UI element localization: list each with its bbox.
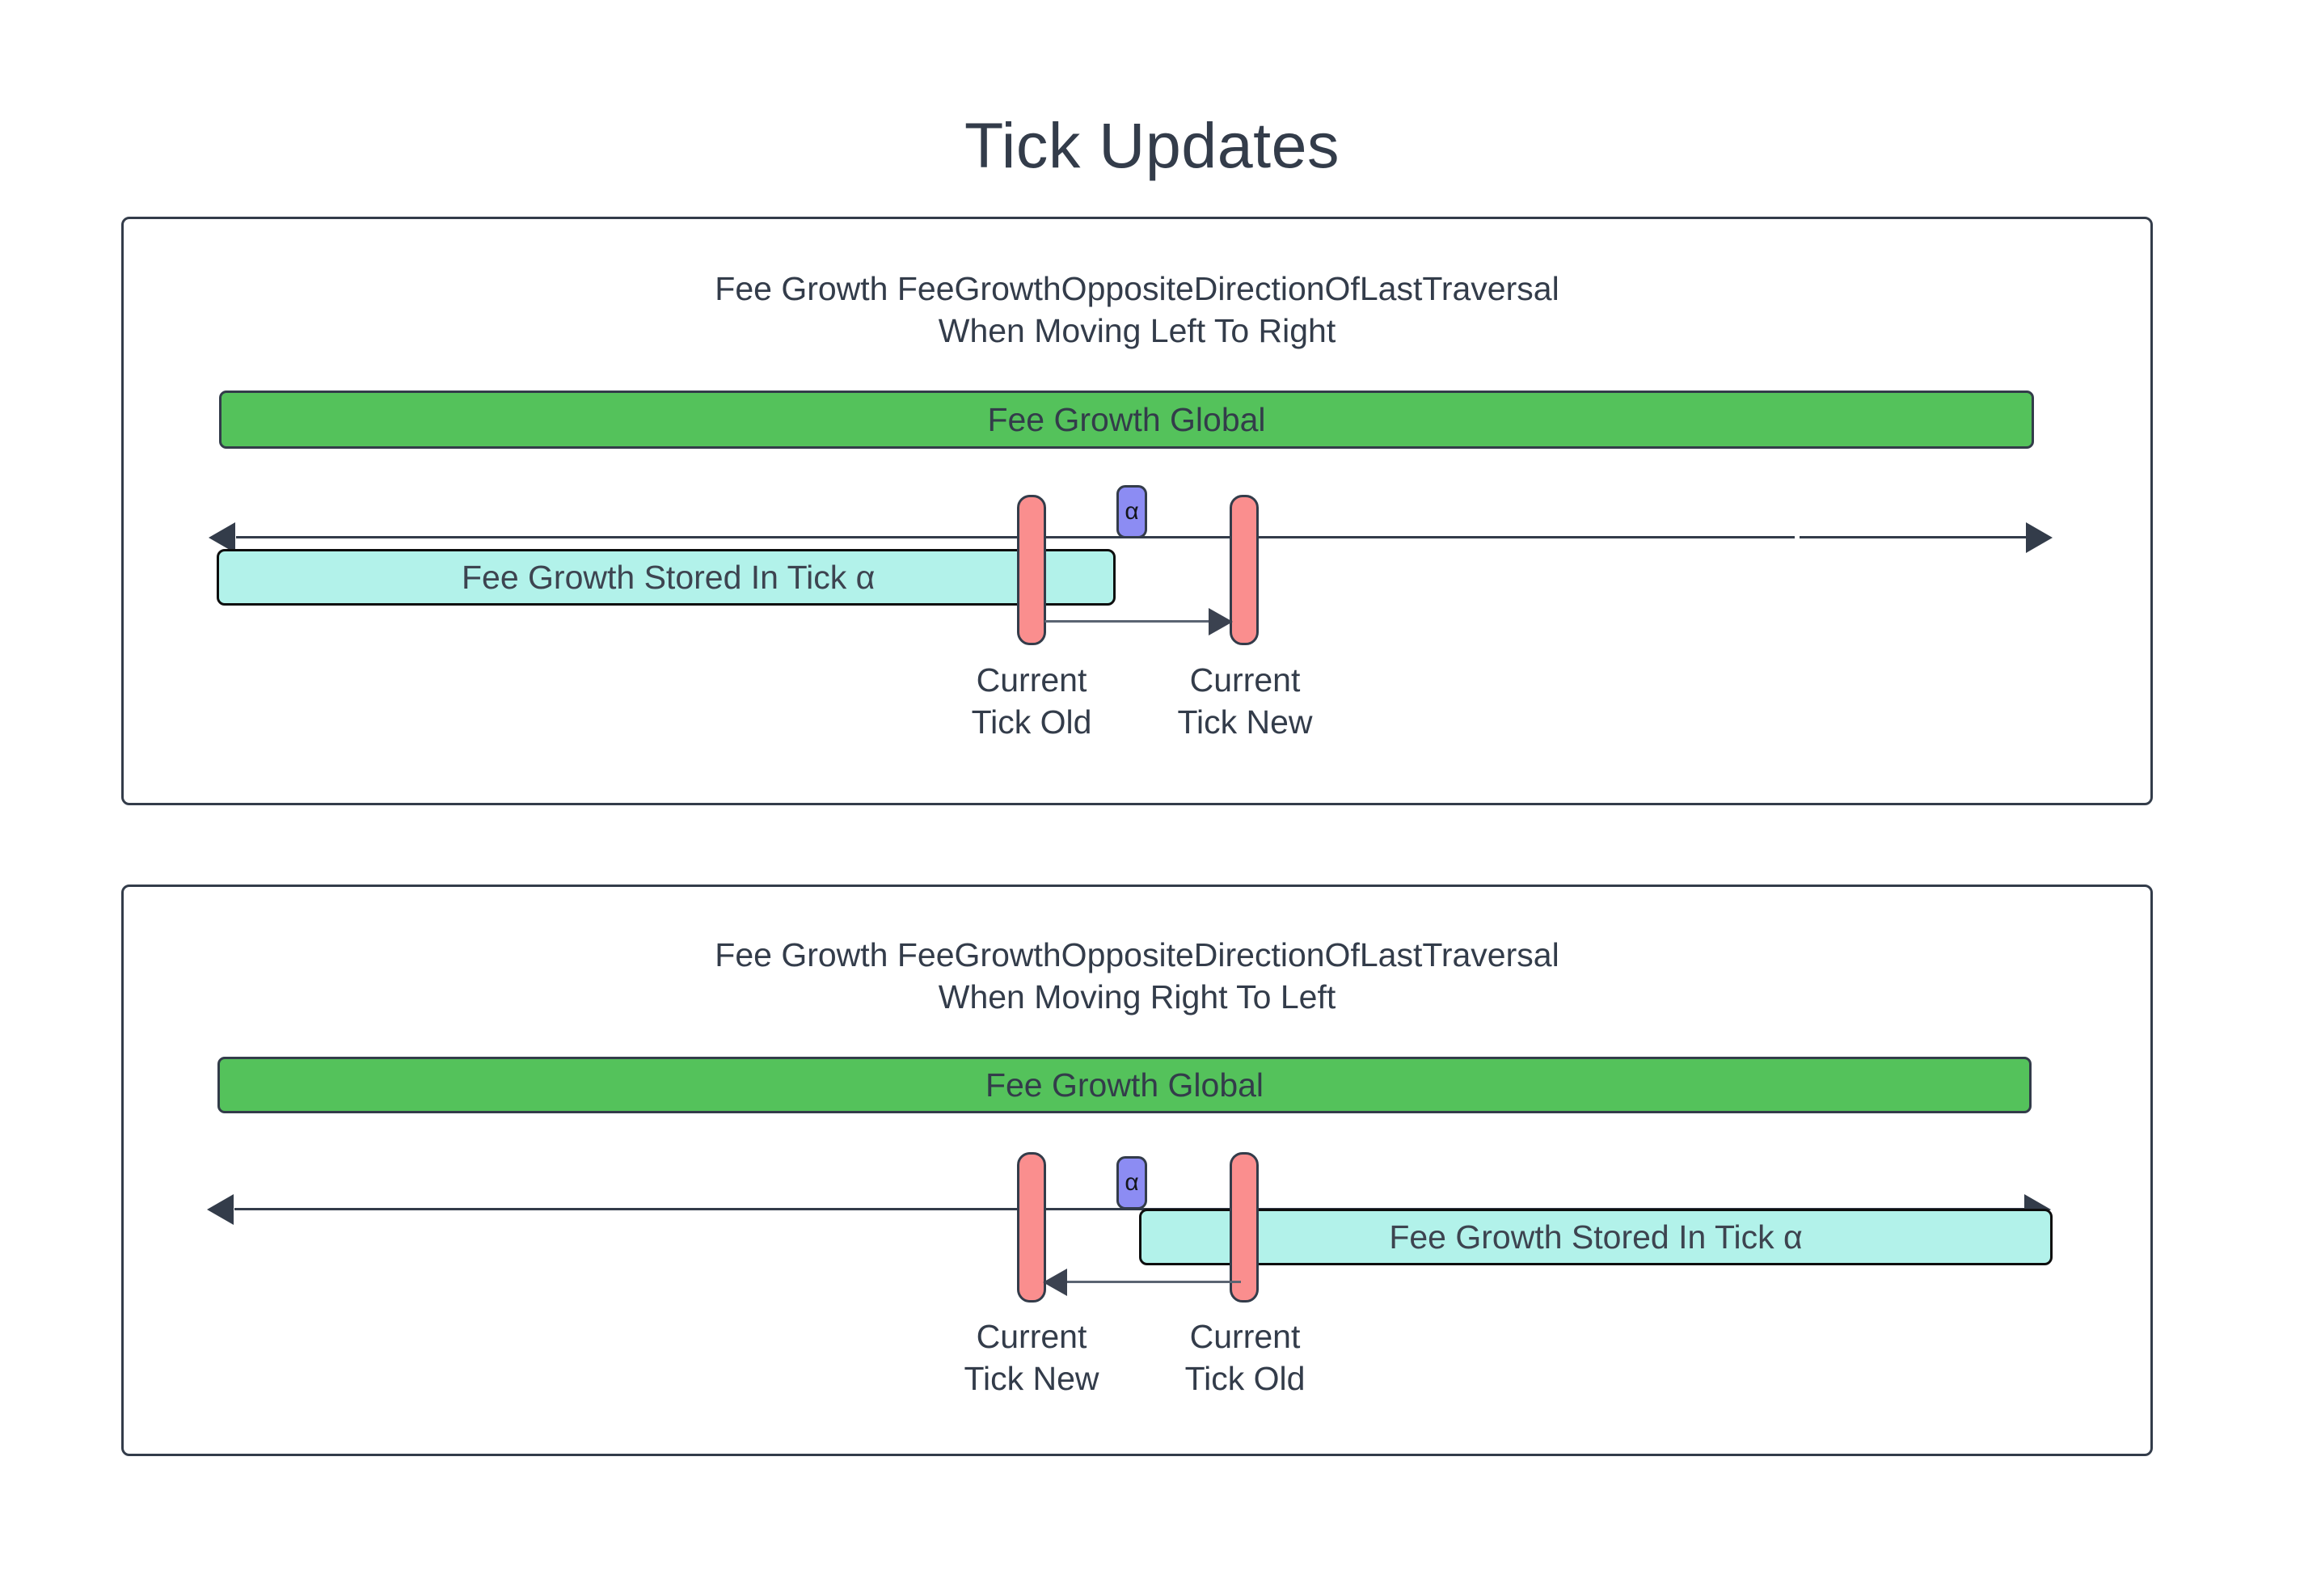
alpha-badge-label: α	[1125, 1169, 1139, 1196]
current-tick-new-caption-ltr: Current Tick New	[1177, 661, 1313, 741]
current-tick-old-caption-rtl: Current Tick Old	[1184, 1318, 1306, 1397]
traversal-arrow-line-rtl	[1067, 1281, 1241, 1283]
current-tick-new-bar-rtl	[1017, 1152, 1046, 1303]
current-tick-old-caption-ltr: Current Tick Old	[971, 661, 1092, 741]
fee-growth-global-bar-rtl: Fee Growth Global	[217, 1057, 2032, 1113]
fee-growth-global-bar-ltr: Fee Growth Global	[219, 391, 2034, 449]
traversal-arrow-head-rtl	[1043, 1269, 1067, 1296]
fee-growth-stored-label-ltr: Fee Growth Stored In Tick α	[462, 558, 876, 596]
fee-growth-global-label: Fee Growth Global	[985, 1066, 1264, 1104]
current-tick-old-bar-rtl	[1230, 1152, 1259, 1303]
alpha-badge-rtl: α	[1116, 1156, 1147, 1210]
axis-line-ltr-right-segment	[1800, 536, 2026, 538]
current-tick-old-bar-ltr	[1017, 495, 1046, 645]
traversal-arrow-line-ltr	[1044, 620, 1210, 623]
alpha-badge-label: α	[1125, 498, 1139, 525]
current-tick-new-caption-rtl: Current Tick New	[964, 1318, 1099, 1397]
axis-arrow-left-rtl	[207, 1194, 234, 1225]
fee-growth-stored-in-tick-box-ltr: Fee Growth Stored In Tick α	[217, 549, 1116, 606]
axis-line-ltr-left-segment	[236, 536, 1795, 538]
fee-growth-global-label: Fee Growth Global	[987, 400, 1266, 438]
fee-growth-stored-in-tick-box-rtl: Fee Growth Stored In Tick α	[1139, 1209, 2053, 1265]
panel-left-to-right: Fee Growth FeeGrowthOppositeDirectionOfL…	[121, 217, 2153, 805]
fee-growth-stored-label-rtl: Fee Growth Stored In Tick α	[1389, 1218, 1803, 1256]
traversal-arrow-head-ltr	[1209, 608, 1233, 635]
current-tick-new-bar-ltr	[1230, 495, 1259, 645]
panel-heading-left-to-right: Fee Growth FeeGrowthOppositeDirectionOfL…	[715, 270, 1559, 349]
panel-heading-right-to-left: Fee Growth FeeGrowthOppositeDirectionOfL…	[715, 936, 1559, 1015]
axis-arrow-right-ltr	[2026, 522, 2053, 553]
page-title: Tick Updates	[964, 109, 1340, 181]
axis-arrow-left-ltr	[209, 522, 235, 553]
alpha-badge-ltr: α	[1116, 485, 1147, 538]
